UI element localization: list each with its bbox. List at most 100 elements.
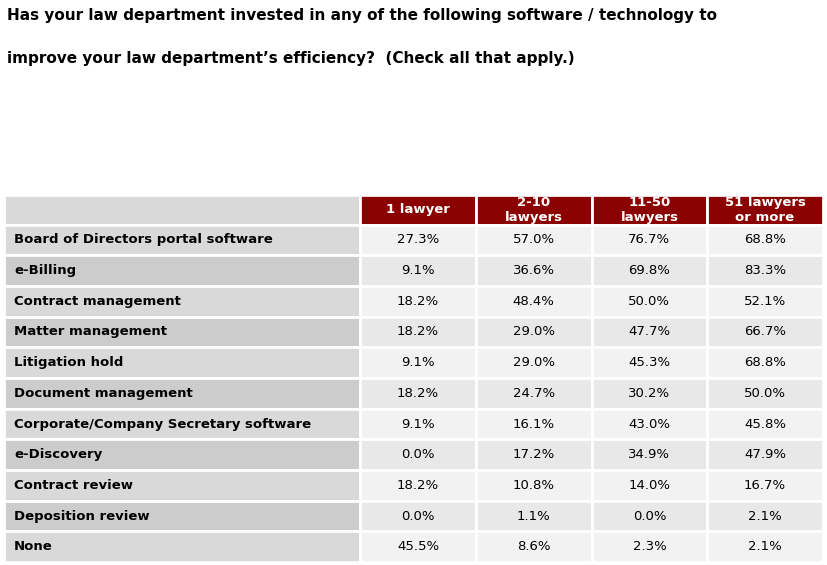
Text: 1.1%: 1.1% [517, 510, 551, 523]
Bar [476, 347, 591, 378]
Bar [476, 470, 591, 501]
Text: Matter management: Matter management [14, 325, 167, 338]
Text: 68.8%: 68.8% [744, 233, 786, 246]
Text: Corporate/Company Secretary software: Corporate/Company Secretary software [14, 418, 311, 431]
Text: 68.8%: 68.8% [744, 356, 786, 369]
Bar [707, 501, 823, 532]
Text: 69.8%: 69.8% [629, 264, 671, 277]
Text: Has your law department invested in any of the following software / technology t: Has your law department invested in any … [7, 8, 717, 24]
Bar [476, 195, 591, 224]
Bar [4, 195, 361, 224]
Bar [361, 408, 476, 440]
Text: Litigation hold: Litigation hold [14, 356, 123, 369]
Bar [591, 316, 707, 347]
Text: 30.2%: 30.2% [629, 387, 671, 400]
Text: 9.1%: 9.1% [401, 356, 435, 369]
Bar [4, 224, 361, 255]
Bar [361, 316, 476, 347]
Bar [591, 470, 707, 501]
Bar [707, 440, 823, 470]
Text: 76.7%: 76.7% [629, 233, 671, 246]
Bar [361, 470, 476, 501]
Bar [707, 316, 823, 347]
Text: 29.0%: 29.0% [513, 325, 555, 338]
Bar [4, 470, 361, 501]
Text: 43.0%: 43.0% [629, 418, 671, 431]
Text: Deposition review: Deposition review [14, 510, 150, 523]
Text: 1 lawyer: 1 lawyer [386, 203, 450, 216]
Bar [361, 440, 476, 470]
Text: 2.3%: 2.3% [633, 540, 667, 553]
Bar [361, 532, 476, 562]
Bar [591, 286, 707, 316]
Bar [361, 501, 476, 532]
Text: 29.0%: 29.0% [513, 356, 555, 369]
Bar [4, 501, 361, 532]
Bar [476, 440, 591, 470]
Bar [591, 347, 707, 378]
Bar [707, 255, 823, 286]
Text: 0.0%: 0.0% [401, 448, 435, 461]
Text: 8.6%: 8.6% [517, 540, 551, 553]
Text: 83.3%: 83.3% [744, 264, 786, 277]
Bar [591, 532, 707, 562]
Text: 52.1%: 52.1% [744, 295, 786, 308]
Bar [361, 378, 476, 408]
Bar [361, 347, 476, 378]
Text: 2.1%: 2.1% [748, 510, 782, 523]
Text: 50.0%: 50.0% [744, 387, 786, 400]
Bar [4, 286, 361, 316]
Text: 2-10
lawyers: 2-10 lawyers [504, 195, 562, 224]
Text: Document management: Document management [14, 387, 193, 400]
Text: Contract management: Contract management [14, 295, 181, 308]
Text: 47.9%: 47.9% [744, 448, 786, 461]
Text: 47.7%: 47.7% [629, 325, 671, 338]
Bar [476, 316, 591, 347]
Text: 66.7%: 66.7% [744, 325, 786, 338]
Bar [4, 532, 361, 562]
Bar [361, 195, 476, 224]
Bar [707, 195, 823, 224]
Bar [591, 378, 707, 408]
Bar [707, 378, 823, 408]
Bar [361, 224, 476, 255]
Text: 2.1%: 2.1% [748, 540, 782, 553]
Text: 34.9%: 34.9% [629, 448, 671, 461]
Bar [707, 532, 823, 562]
Text: 16.1%: 16.1% [513, 418, 555, 431]
Bar [4, 316, 361, 347]
Text: 24.7%: 24.7% [513, 387, 555, 400]
Bar [4, 440, 361, 470]
Bar [707, 224, 823, 255]
Text: 10.8%: 10.8% [513, 479, 555, 492]
Text: 27.3%: 27.3% [397, 233, 439, 246]
Bar [361, 286, 476, 316]
Text: e-Billing: e-Billing [14, 264, 76, 277]
Text: Contract review: Contract review [14, 479, 133, 492]
Bar [476, 378, 591, 408]
Text: 50.0%: 50.0% [629, 295, 671, 308]
Text: 0.0%: 0.0% [633, 510, 666, 523]
Bar [591, 255, 707, 286]
Text: 9.1%: 9.1% [401, 418, 435, 431]
Bar [591, 195, 707, 224]
Text: 11-50
lawyers: 11-50 lawyers [620, 195, 678, 224]
Bar [476, 255, 591, 286]
Text: 17.2%: 17.2% [513, 448, 555, 461]
Text: 14.0%: 14.0% [629, 479, 671, 492]
Bar [476, 224, 591, 255]
Text: 18.2%: 18.2% [397, 325, 439, 338]
Bar [707, 470, 823, 501]
Text: 18.2%: 18.2% [397, 479, 439, 492]
Bar [591, 501, 707, 532]
Text: 18.2%: 18.2% [397, 295, 439, 308]
Text: 36.6%: 36.6% [513, 264, 555, 277]
Bar [361, 255, 476, 286]
Text: 16.7%: 16.7% [744, 479, 786, 492]
Bar [707, 408, 823, 440]
Bar [4, 255, 361, 286]
Bar [476, 286, 591, 316]
Bar [591, 408, 707, 440]
Text: 45.3%: 45.3% [629, 356, 671, 369]
Text: Board of Directors portal software: Board of Directors portal software [14, 233, 273, 246]
